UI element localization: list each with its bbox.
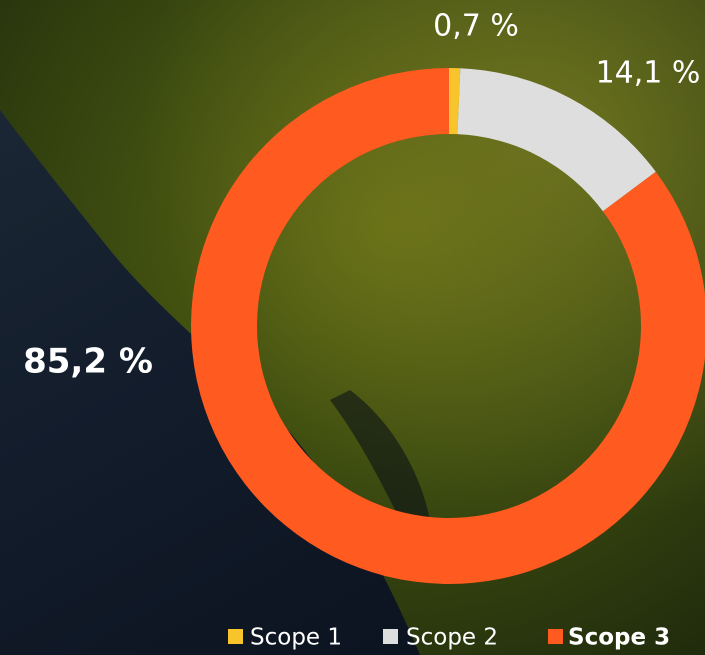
data-label: 85,2 % bbox=[23, 342, 153, 382]
legend-swatch bbox=[228, 629, 243, 644]
legend-label: Scope 1 bbox=[250, 625, 342, 651]
legend-label: Scope 3 bbox=[568, 625, 670, 651]
data-label: 0,7 % bbox=[433, 9, 519, 44]
legend-label: Scope 2 bbox=[406, 625, 498, 651]
chart: 0,7 % 14,1 % 85,2 % Scope 1 Scope 2 Scope 3 bbox=[0, 0, 705, 655]
legend-swatch bbox=[383, 629, 398, 644]
data-label: 14,1 % bbox=[596, 56, 701, 91]
legend: Scope 1 Scope 2 Scope 3 bbox=[228, 625, 670, 651]
legend-swatch bbox=[548, 629, 563, 644]
